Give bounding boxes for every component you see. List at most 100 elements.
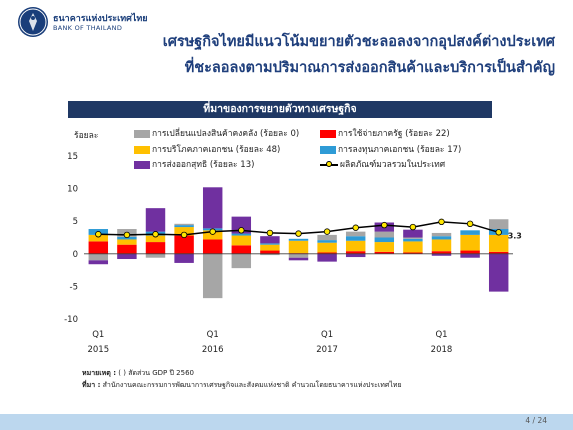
bar-inventory (231, 253, 252, 269)
bar-exports (202, 187, 223, 229)
gdp-end-label: 3.3 (508, 231, 522, 240)
legend-swatch-investment (320, 145, 336, 154)
bar-investment (260, 243, 280, 245)
gdp-point (209, 228, 216, 235)
gdp-point (381, 221, 388, 229)
bar-exports (231, 216, 252, 234)
chart-header-bar: ที่มาของการขยายตัวทางเศรษฐกิจ (68, 101, 492, 118)
bar-consumption (431, 239, 452, 252)
bar-inventory (260, 253, 280, 256)
bar-government (488, 251, 509, 254)
bar-investment (403, 238, 423, 242)
bar-inventory (403, 237, 423, 239)
y-tick-label: -5 (70, 282, 78, 292)
bar-government (260, 250, 280, 254)
bar-investment (460, 230, 480, 235)
bar-exports (145, 208, 166, 232)
y-tick-label: 10 (67, 185, 78, 195)
bar-investment (374, 237, 395, 243)
slide-title-line-1: เศรษฐกิจไทยมีแนวโน้มขยายตัวชะลอลงจากอุปส… (162, 34, 555, 50)
legend-item-inventory: การเปลี่ยนแปลงสินค้าคงคลัง (ร้อยละ 0) (134, 129, 299, 140)
bar-consumption (403, 241, 423, 253)
legend-label-gdp: ผลิตภัณฑ์มวลรวมในประเทศ (340, 160, 446, 170)
bank-name-thai: ธนาคารแห่งประเทศไทย (53, 14, 148, 24)
note-label: หมายเหตุ : (82, 369, 117, 377)
bar-inventory (345, 231, 366, 237)
gdp-point (266, 229, 274, 237)
bar-exports (488, 253, 509, 292)
note-text: ( ) สัดส่วน GDP ปี 2560 (118, 369, 194, 377)
bar-exports (431, 253, 452, 256)
bar-government (117, 244, 137, 254)
legend-label-government: การใช้จ่ายภาครัฐ (ร้อยละ 22) (338, 129, 450, 139)
x-tick-year: 2018 (431, 345, 453, 355)
bar-exports (317, 253, 337, 262)
x-tick-quarter: Q1 (435, 330, 447, 340)
bar-investment (345, 236, 366, 241)
chart-source: ที่มา : สำนักงานคณะกรรมการพัฒนาการเศรษฐก… (82, 380, 402, 391)
x-tick-quarter: Q1 (207, 330, 219, 340)
bar-inventory (317, 234, 337, 241)
bar-government (317, 252, 337, 254)
y-tick-label: 0 (73, 250, 78, 260)
legend-item-government: การใช้จ่ายภาครัฐ (ร้อยละ 22) (320, 129, 450, 140)
bar-exports (117, 253, 137, 260)
legend-item-exports: การส่งออกสุทธิ (ร้อยละ 13) (134, 160, 254, 171)
legend-label-investment: การลงทุนภาคเอกชน (ร้อยละ 17) (338, 145, 462, 155)
bar-government (202, 239, 223, 254)
legend-line-gdp (320, 160, 338, 169)
bar-inventory (202, 253, 223, 299)
legend-swatch-inventory (134, 129, 150, 138)
legend-label-consumption: การบริโภคภาคเอกชน (ร้อยละ 48) (152, 145, 281, 155)
bar-government (431, 251, 452, 254)
bar-inventory (431, 232, 452, 237)
bar-consumption (174, 227, 194, 236)
gdp-point (180, 231, 188, 239)
bar-investment (117, 236, 137, 240)
bar-exports (260, 236, 280, 244)
page-number: 4 / 24 (525, 416, 547, 425)
x-tick-quarter: Q1 (321, 330, 333, 340)
bar-consumption (460, 234, 480, 251)
bar-inventory (174, 223, 194, 226)
legend-item-gdp: ผลิตภัณฑ์มวลรวมในประเทศ (320, 160, 445, 171)
bar-consumption (317, 242, 337, 253)
footer-bar (0, 414, 573, 430)
bar-consumption (488, 234, 509, 252)
gdp-point (123, 231, 131, 239)
legend-swatch-government (320, 129, 336, 138)
slide-title-line-2: ที่ชะลอลงตามปริมาณการส่งออกสินค้าและบริก… (184, 60, 555, 76)
bar-consumption (288, 240, 309, 254)
gdp-point (152, 231, 159, 238)
bar-investment (431, 236, 452, 240)
bar-consumption (202, 230, 223, 240)
bar-government (374, 251, 395, 254)
gdp-point (95, 231, 102, 238)
legend-swatch-consumption (134, 145, 150, 154)
bar-exports (345, 253, 366, 258)
legend-swatch-exports (134, 160, 150, 169)
bar-government (145, 242, 166, 254)
bar-investment (231, 233, 252, 236)
bank-name-english: BANK OF THAILAND (53, 24, 123, 32)
bar-inventory (488, 219, 509, 230)
bar-consumption (345, 240, 366, 252)
gdp-point (438, 218, 445, 226)
bar-investment (174, 225, 194, 228)
bar-government (88, 241, 109, 254)
y-axis-unit-label: ร้อยละ (74, 131, 99, 141)
bar-inventory (88, 253, 109, 261)
legend-label-inventory: การเปลี่ยนแปลงสินค้าคงคลัง (ร้อยละ 0) (152, 129, 300, 139)
bar-consumption (260, 244, 280, 251)
legend-item-consumption: การบริโภคภาคเอกชน (ร้อยละ 48) (134, 145, 280, 156)
bar-government (231, 245, 252, 254)
bar-exports (403, 229, 423, 238)
legend-label-exports: การส่งออกสุทธิ (ร้อยละ 13) (152, 160, 255, 170)
bar-government (403, 252, 423, 254)
x-tick-year: 2017 (316, 345, 338, 355)
bar-exports (88, 260, 109, 265)
bar-government (460, 250, 480, 254)
gdp-point (352, 224, 359, 231)
bar-government (345, 251, 366, 254)
bar-exports (460, 253, 480, 258)
